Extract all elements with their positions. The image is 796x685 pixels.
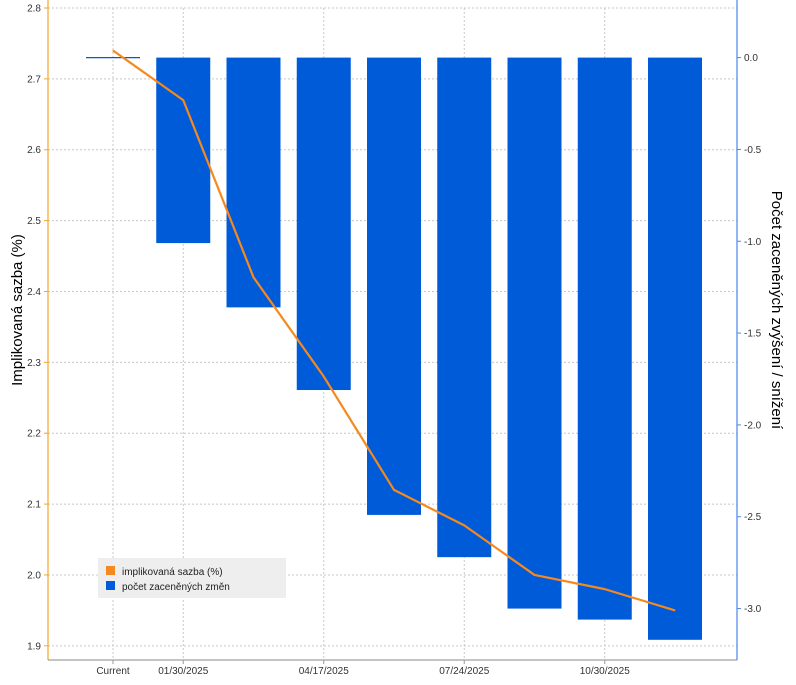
- left-tick-label: 2.8: [27, 4, 41, 15]
- axes: [47, 0, 738, 661]
- right-tick-label: -2.5: [744, 512, 762, 523]
- right-tick-label: -0.5: [744, 145, 762, 156]
- left-tick-label: 2.0: [27, 570, 41, 581]
- legend-label-line: implikovaná sazba (%): [122, 567, 223, 578]
- left-tick-label: 2.2: [27, 429, 41, 440]
- legend-label-bar: počet zaceněných změn: [122, 582, 230, 593]
- bar: [507, 57, 562, 609]
- legend: implikovaná sazba (%) počet zaceněných z…: [98, 558, 286, 598]
- bar: [226, 57, 281, 308]
- bar: [648, 57, 702, 640]
- bar-series: [86, 56, 702, 640]
- bar: [437, 57, 492, 558]
- x-axis-ticks: Current 01/30/2025 04/17/2025 07/24/2025 10/…: [96, 660, 630, 677]
- x-tick-label: Current: [96, 666, 130, 677]
- line-point: [253, 276, 254, 278]
- line-point: [674, 609, 676, 611]
- left-tick-label: 2.6: [27, 145, 41, 156]
- bar: [367, 57, 421, 515]
- x-tick-label: 10/30/2025: [580, 666, 630, 677]
- line-point: [323, 376, 325, 378]
- line-point: [463, 524, 465, 526]
- right-axis-title: Počet zaceněných zvýšení / snížení: [768, 191, 785, 430]
- legend-background: [98, 558, 286, 598]
- line-point: [534, 574, 535, 576]
- left-tick-label: 2.5: [27, 216, 41, 227]
- line-point: [112, 50, 114, 52]
- x-tick-label: 04/17/2025: [299, 666, 349, 677]
- left-tick-label: 2.1: [27, 500, 41, 511]
- line-point: [182, 99, 184, 101]
- right-axis-ticks: 0.0 -0.5 -1.0 -1.5 -2.0 -2.5 -3.0: [737, 53, 762, 615]
- right-tick-label: 0.0: [744, 53, 758, 64]
- bar: [296, 57, 351, 391]
- legend-swatch-line: [106, 566, 115, 575]
- left-tick-label: 2.3: [27, 358, 41, 369]
- right-tick-label: -1.0: [744, 237, 762, 248]
- left-tick-label: 1.9: [27, 641, 41, 652]
- x-tick-label: 01/30/2025: [158, 666, 208, 677]
- left-axis-title: Implikovaná sazba (%): [9, 234, 26, 386]
- left-tick-label: 2.7: [27, 74, 41, 85]
- left-axis-ticks: 1.9 2.0 2.1 2.2 2.3 2.4 2.5 2.6 2.7 2.8: [27, 4, 48, 652]
- right-tick-label: -2.0: [744, 420, 762, 431]
- legend-swatch-bar: [106, 581, 115, 590]
- x-tick-label: 07/24/2025: [439, 666, 489, 677]
- line-point: [393, 489, 395, 491]
- line-point: [604, 588, 606, 590]
- left-tick-label: 2.4: [27, 287, 41, 298]
- bar: [577, 57, 632, 620]
- right-tick-label: -3.0: [744, 604, 762, 615]
- right-tick-label: -1.5: [744, 329, 762, 340]
- line-series: [112, 49, 676, 612]
